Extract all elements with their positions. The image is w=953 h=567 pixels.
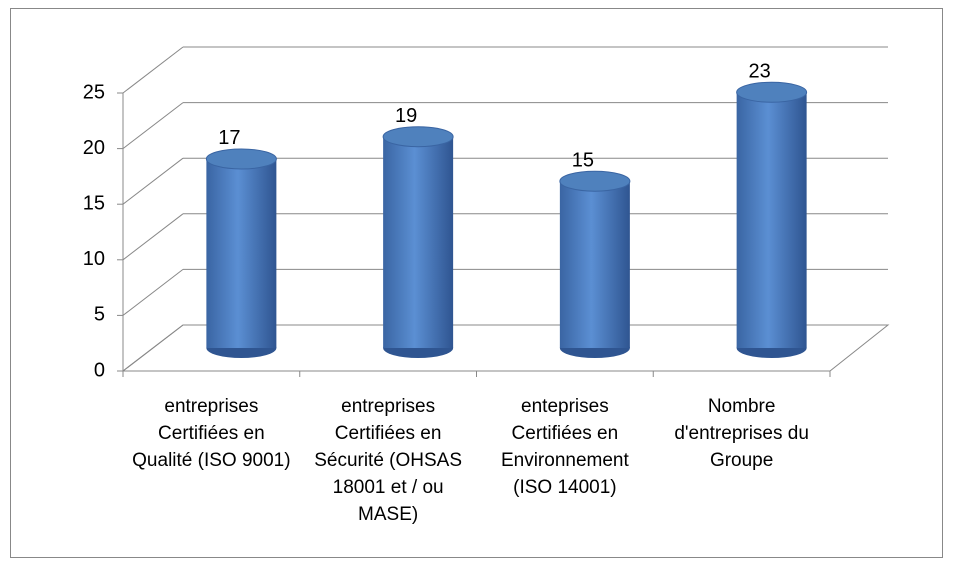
bar [559, 181, 630, 348]
bar-top [736, 81, 808, 103]
x-tick-label: entreprises Certifiées en Sécurité (OHSA… [314, 396, 463, 525]
data-label: 17 [218, 127, 240, 149]
data-label: 23 [749, 61, 771, 83]
bar [383, 136, 454, 348]
x-tick-label: Nombre d'entreprises du Groupe [674, 396, 809, 471]
bar-top [559, 170, 631, 192]
data-label: 19 [395, 105, 417, 127]
y-tick-label: 0 [94, 359, 105, 381]
y-tick-label: 15 [83, 192, 105, 214]
y-tick-label: 5 [94, 304, 105, 326]
grid-line [122, 324, 184, 372]
x-tick-label: entreprises Certifiées en Qualité (ISO 9… [132, 396, 291, 471]
x-tick-label: enteprises Certifiées en Environnement (… [500, 396, 629, 498]
bar [736, 92, 807, 349]
bar-top [382, 126, 454, 148]
grid-line [122, 46, 184, 94]
data-label: 15 [572, 149, 594, 171]
y-tick-label: 25 [83, 81, 105, 103]
grid-line [122, 213, 184, 261]
grid-line [122, 157, 184, 205]
grid-line [122, 102, 184, 149]
bar-top [205, 148, 277, 170]
y-tick-label: 20 [83, 137, 105, 159]
bar [206, 158, 277, 348]
grid-line [122, 269, 184, 316]
y-tick-label: 10 [83, 248, 105, 270]
